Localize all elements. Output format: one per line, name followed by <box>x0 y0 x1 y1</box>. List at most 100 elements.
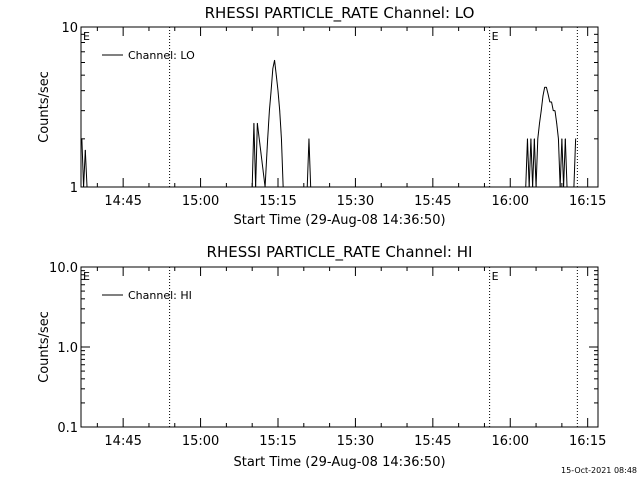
data-point <box>525 186 527 188</box>
data-point <box>255 186 257 188</box>
series-segment <box>275 75 279 91</box>
series-segment <box>533 138 537 188</box>
event-marker-label: E <box>492 270 499 283</box>
series-segment <box>526 138 530 188</box>
series-segment <box>564 138 568 188</box>
data-point <box>540 110 542 112</box>
series-segment <box>537 123 541 139</box>
y-axis-label: Counts/sec <box>37 71 52 143</box>
series-segment <box>251 123 255 188</box>
series-segment <box>532 138 535 188</box>
data-point <box>528 186 530 188</box>
series-segment <box>528 138 532 188</box>
x-tick-label: 16:15 <box>569 434 606 449</box>
data-point <box>545 86 547 88</box>
data-point <box>558 138 559 140</box>
data-point <box>549 101 551 103</box>
x-tick-label: 16:00 <box>492 194 529 209</box>
y-tick-label: 10 <box>61 21 78 36</box>
data-point <box>535 186 537 188</box>
series-segment <box>255 123 258 188</box>
data-point <box>282 186 284 188</box>
series-segment <box>84 150 88 188</box>
data-point <box>547 93 549 95</box>
footer-timestamp: 15-Oct-2021 08:48 <box>561 466 637 475</box>
event-marker-label: E <box>492 30 499 43</box>
data-point <box>86 186 88 188</box>
data-point <box>533 138 535 140</box>
data-point <box>268 110 270 112</box>
y-tick-label: 1.0 <box>57 341 78 356</box>
data-point <box>537 138 539 140</box>
data-point <box>561 138 563 140</box>
x-tick-label: 15:30 <box>337 434 374 449</box>
chart-title: RHESSI PARTICLE_RATE Channel: HI <box>207 243 473 262</box>
series-segment <box>535 138 539 188</box>
x-tick-label: 16:00 <box>492 434 529 449</box>
series-segment <box>530 138 534 188</box>
series-segment <box>545 87 549 95</box>
data-point <box>544 86 546 88</box>
y-tick-label: 0.1 <box>57 421 78 436</box>
x-tick-label: 14:45 <box>104 194 141 209</box>
data-point <box>566 186 568 188</box>
data-point <box>551 101 552 103</box>
data-point <box>84 149 86 151</box>
series-segment <box>280 138 284 188</box>
data-point <box>532 186 534 188</box>
data-point <box>272 68 274 69</box>
lo-channel-panel: RHESSI PARTICLE_RATE Channel: LO Counts/s… <box>37 4 606 228</box>
data-point <box>308 138 310 140</box>
series-segment <box>267 110 270 139</box>
data-point <box>264 186 266 188</box>
series-segment <box>81 138 85 188</box>
data-point <box>575 138 577 140</box>
hi-channel-panel: RHESSI PARTICLE_RATE Channel: HI Counts/s… <box>37 243 606 470</box>
series-segment <box>308 138 312 188</box>
x-tick-label: 15:00 <box>182 434 219 449</box>
y-tick-label: 10.0 <box>49 261 78 276</box>
series-segment <box>83 150 86 188</box>
series-segment <box>306 138 310 188</box>
x-axis-label: Start Time (29-Aug-08 14:36:50) <box>233 213 445 228</box>
data-point <box>530 138 532 140</box>
data-point <box>554 110 556 112</box>
series-segment <box>539 110 542 124</box>
data-point <box>279 110 281 112</box>
data-point <box>270 90 272 92</box>
series-segment <box>264 138 269 188</box>
series-segment <box>253 123 257 188</box>
series-segment <box>547 94 551 103</box>
data-point <box>552 110 554 112</box>
data-point <box>573 186 575 188</box>
data-point <box>539 122 540 124</box>
series-segment <box>540 96 544 111</box>
data-point <box>563 186 564 188</box>
data-point <box>275 74 277 76</box>
series-segment <box>542 87 546 97</box>
series-segment <box>525 138 528 188</box>
series-segment <box>557 138 561 188</box>
x-tick-label: 15:45 <box>414 434 451 449</box>
x-tick-label: 15:15 <box>259 194 296 209</box>
y-axis-label: Counts/sec <box>37 311 52 383</box>
series-segment <box>559 138 563 188</box>
x-tick-label: 15:45 <box>414 194 451 209</box>
x-tick-label: 15:15 <box>259 434 296 449</box>
series-segment <box>563 138 566 188</box>
data-point <box>559 186 561 188</box>
data-point <box>83 186 84 188</box>
series-segment <box>561 138 565 188</box>
data-point <box>251 186 253 188</box>
series-segment <box>256 123 266 188</box>
data-point <box>527 138 528 140</box>
data-point <box>253 122 255 124</box>
x-tick-label: 15:00 <box>182 194 219 209</box>
x-axis-label: Start Time (29-Aug-08 14:36:50) <box>233 455 445 470</box>
x-tick-label: 15:30 <box>337 194 374 209</box>
data-point <box>564 138 566 140</box>
data-point <box>556 122 558 124</box>
legend-entry: Channel: HI <box>128 289 192 302</box>
